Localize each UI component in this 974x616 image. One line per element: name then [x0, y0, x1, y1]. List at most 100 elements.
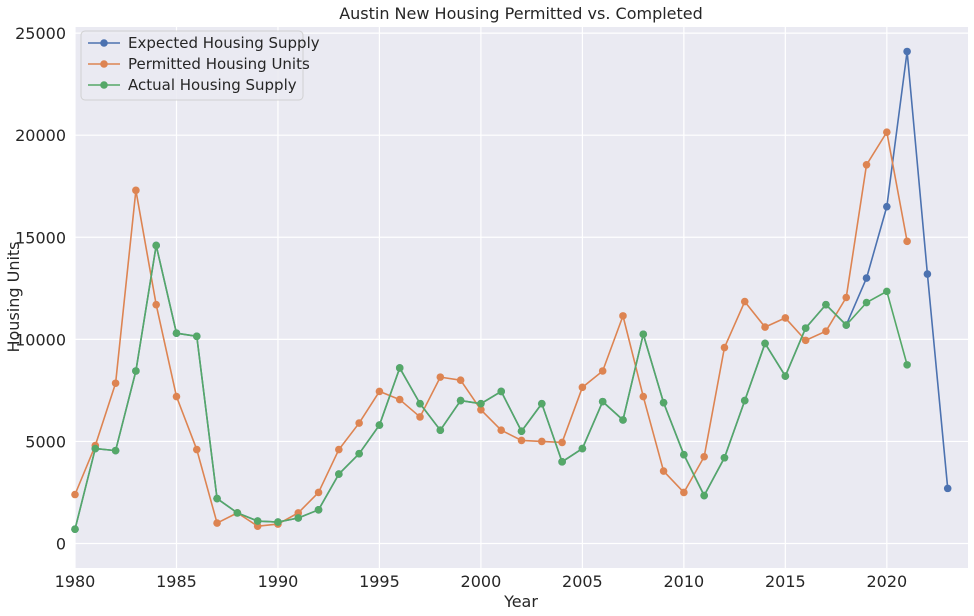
data-point [192, 445, 201, 454]
data-point [598, 397, 607, 406]
data-point [639, 392, 648, 401]
data-point [71, 490, 79, 499]
data-point [395, 395, 404, 404]
data-point [619, 312, 627, 320]
series-2 [71, 128, 911, 530]
data-point [233, 509, 242, 517]
data-point [314, 488, 323, 497]
data-point [822, 327, 830, 335]
legend-item: Actual Housing Supply [88, 76, 297, 94]
data-point [903, 361, 911, 369]
legend-swatch-marker [100, 81, 108, 89]
data-point [294, 514, 303, 522]
data-point [314, 506, 323, 514]
data-point [172, 329, 181, 338]
data-point [274, 518, 282, 526]
x-axis-label: Year [503, 592, 538, 611]
data-point [680, 488, 688, 497]
data-point [700, 491, 708, 500]
data-point [659, 398, 668, 407]
data-point [720, 343, 729, 352]
x-tick-label: 2010 [664, 572, 705, 591]
legend-label: Expected Housing Supply [128, 34, 320, 52]
data-point [842, 293, 851, 302]
data-point [639, 330, 648, 339]
data-point [152, 241, 160, 250]
y-tick-label: 10000 [15, 330, 66, 349]
y-axis-label: Housing Units [4, 241, 23, 352]
data-point [883, 128, 891, 136]
data-point [720, 453, 729, 462]
legend-box [80, 30, 304, 101]
legend-label: Actual Housing Supply [128, 76, 297, 94]
data-point [213, 494, 221, 503]
y-tick-label: 0 [56, 535, 66, 554]
data-point [740, 396, 749, 405]
series-3 [71, 241, 911, 534]
data-point [862, 298, 871, 307]
data-point [456, 376, 465, 384]
data-point [801, 324, 810, 332]
x-axis-ticks: 1980 1985 1990 1995 2000 2005 2010 2015 2020 [55, 572, 908, 591]
data-point [517, 427, 526, 436]
data-point [375, 421, 384, 429]
data-point [375, 387, 384, 396]
data-point [558, 438, 566, 447]
x-tick-label: 2000 [461, 572, 502, 591]
data-point [883, 202, 891, 211]
data-point [436, 426, 445, 434]
x-tick-label: 1985 [156, 572, 197, 591]
x-tick-label: 2015 [765, 572, 806, 591]
data-point [903, 47, 911, 56]
data-point [192, 332, 201, 341]
y-axis-ticks: 0 5000 10000 15000 20000 25000 [15, 24, 66, 553]
x-tick-label: 2005 [562, 572, 603, 591]
data-point [497, 387, 506, 396]
data-point [558, 458, 566, 466]
data-point [477, 399, 485, 408]
plot-background [75, 27, 968, 568]
grid-lines [74, 27, 968, 568]
data-point [943, 484, 952, 493]
data-point [111, 446, 120, 455]
data-point [111, 379, 120, 388]
x-tick-label: 1995 [359, 572, 400, 591]
data-point [781, 372, 790, 380]
y-tick-label: 5000 [25, 432, 66, 451]
data-point [91, 444, 100, 453]
data-point [517, 436, 526, 445]
data-point [253, 517, 262, 525]
data-point [883, 287, 891, 296]
data-point [801, 336, 810, 345]
data-point [456, 396, 465, 405]
data-point [71, 525, 79, 534]
data-point [355, 419, 363, 427]
data-point [862, 161, 871, 169]
data-point [740, 297, 749, 306]
data-point [416, 413, 424, 421]
y-tick-label: 20000 [15, 126, 66, 145]
x-tick-label: 1990 [258, 572, 299, 591]
chart-title: Austin New Housing Permitted vs. Complet… [339, 4, 703, 23]
data-point [781, 314, 790, 322]
data-point [578, 383, 587, 392]
data-point [416, 399, 424, 408]
legend-label: Permitted Housing Units [128, 55, 310, 73]
legend-item: Expected Housing Supply [88, 34, 320, 52]
data-point [335, 470, 343, 478]
data-point [152, 300, 160, 309]
data-point [172, 392, 181, 401]
data-point [923, 270, 932, 278]
data-point [355, 449, 363, 458]
data-point [497, 426, 506, 434]
legend-swatch-marker [100, 39, 108, 47]
legend-item: Permitted Housing Units [88, 55, 310, 73]
data-point [132, 367, 140, 375]
x-tick-label: 1980 [55, 572, 96, 591]
data-point [842, 321, 851, 329]
data-point [213, 519, 221, 527]
legend: Expected Housing Supply Permitted Housing… [80, 30, 320, 101]
data-point [822, 300, 830, 309]
data-point [578, 444, 587, 453]
